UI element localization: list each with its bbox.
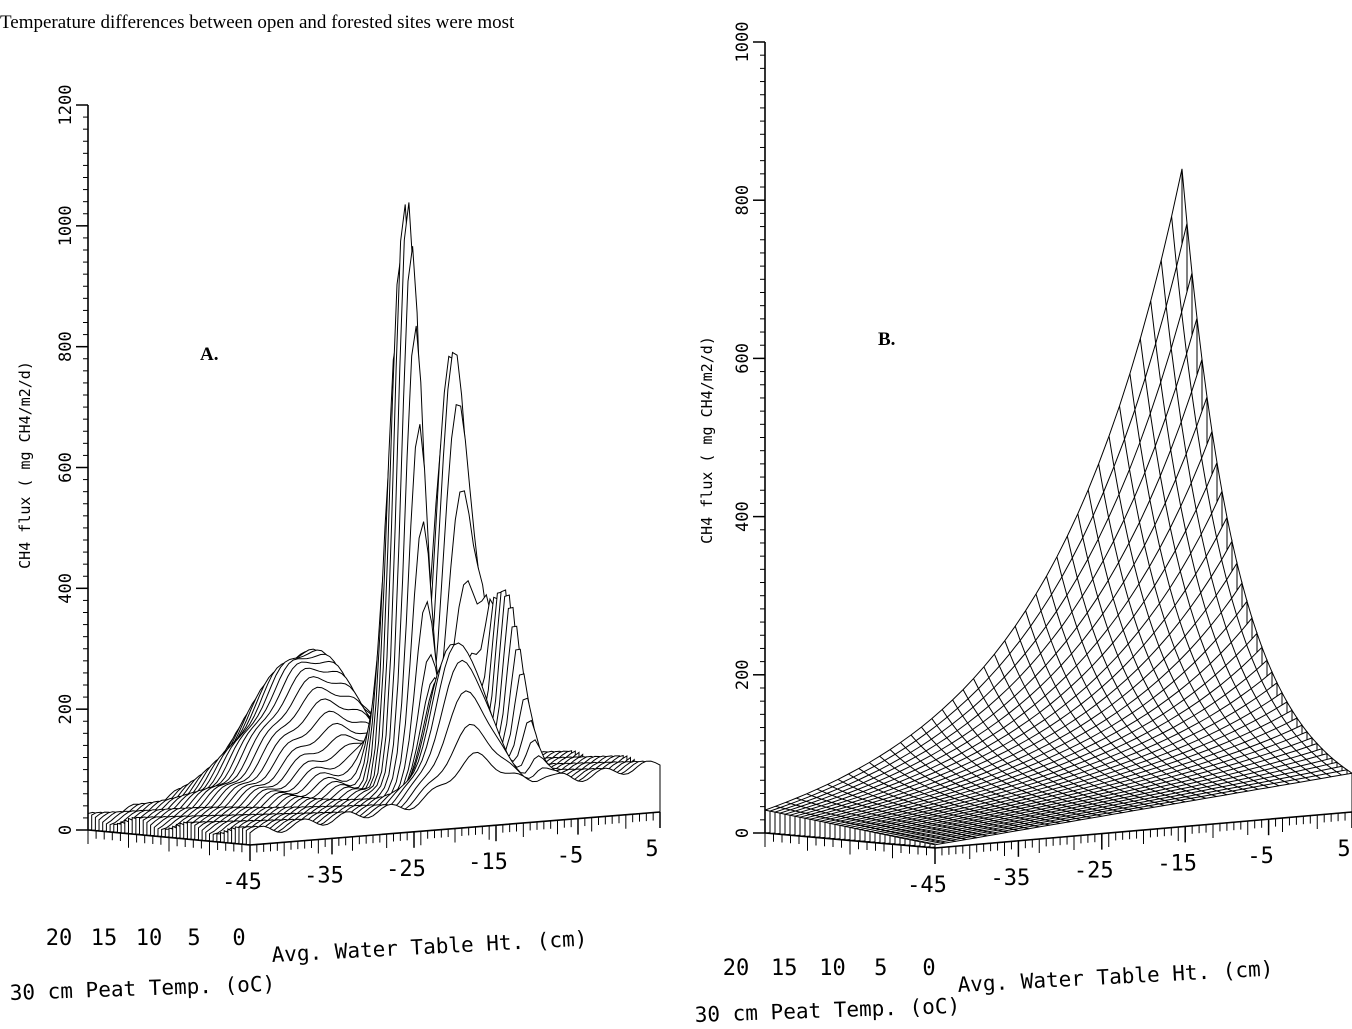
surface-row xyxy=(249,751,661,846)
surface-column xyxy=(1098,463,1269,789)
z-axis-title: CH4 flux ( mg CH4/m2/d) xyxy=(16,361,34,569)
z-tick-label: 1200 xyxy=(56,85,76,126)
surface-column xyxy=(952,699,1123,814)
z-tick-label: 600 xyxy=(733,343,753,374)
surface-column xyxy=(1160,260,1332,778)
surface-column xyxy=(931,718,1102,817)
surface-column xyxy=(1129,373,1301,783)
surface-column xyxy=(900,742,1071,823)
surface-row xyxy=(934,772,1352,849)
water-tick-label: -25 xyxy=(1074,859,1114,884)
surface-row xyxy=(899,742,1318,846)
surface xyxy=(764,168,1352,849)
surface-column xyxy=(1181,168,1352,774)
temp-tick-label: 20 xyxy=(46,926,73,951)
surface-column xyxy=(1035,593,1207,799)
surface-row xyxy=(904,748,1323,846)
temp-axis-title: 30 cm Peat Temp. (oC) xyxy=(694,994,960,1027)
z-tick-label: 0 xyxy=(733,828,753,838)
z-tick-label: 0 xyxy=(56,825,76,835)
surface-column xyxy=(1066,535,1238,794)
surface-column xyxy=(1014,626,1186,803)
water-axis-title: Avg. Water Table Ht. (cm) xyxy=(957,956,1274,997)
panel-label: A. xyxy=(200,344,218,365)
water-tick-label: -35 xyxy=(991,866,1031,891)
surface-column xyxy=(827,783,998,835)
surface-column xyxy=(1025,610,1196,801)
z-tick-label: 1000 xyxy=(56,205,76,246)
temp-tick-label: 10 xyxy=(136,926,163,951)
z-axis-title: CH4 flux ( mg CH4/m2/d) xyxy=(698,336,716,544)
temp-tick-label: 5 xyxy=(187,926,200,951)
z-tick-label: 200 xyxy=(733,659,753,690)
surface-column xyxy=(785,801,957,842)
z-tick-label: 400 xyxy=(56,573,76,604)
temp-tick-label: 15 xyxy=(91,926,118,951)
surface xyxy=(87,202,661,846)
temp-tick-label: 0 xyxy=(922,956,935,981)
surface-column xyxy=(1056,556,1228,796)
surface-column xyxy=(1108,436,1280,787)
z-tick-label: 1000 xyxy=(733,22,753,63)
surface-column xyxy=(1171,216,1342,776)
z-tick-label: 200 xyxy=(56,694,76,725)
surface-column xyxy=(806,793,977,839)
surface-column xyxy=(962,689,1134,812)
surface-column xyxy=(837,778,1009,833)
water-tick-label: -35 xyxy=(304,863,344,888)
surface-column xyxy=(889,749,1061,824)
surface-column xyxy=(1046,575,1217,797)
surface-column xyxy=(910,734,1082,821)
temp-tick-label: 15 xyxy=(771,956,798,981)
water-tick-label: -45 xyxy=(907,873,947,898)
water-tick-label: -15 xyxy=(468,850,508,875)
panel-label: B. xyxy=(878,329,895,350)
temp-tick-label: 5 xyxy=(874,956,887,981)
surface-column xyxy=(1077,513,1248,792)
temp-tick-label: 20 xyxy=(723,956,750,981)
surface-column xyxy=(1087,489,1259,790)
temp-tick-label: 0 xyxy=(232,926,245,951)
surface-column xyxy=(973,678,1144,810)
z-tick-label: 600 xyxy=(56,452,76,483)
surface-column xyxy=(1139,338,1311,781)
surface-column xyxy=(858,767,1029,830)
surface-column xyxy=(1119,405,1290,785)
surface-column xyxy=(764,809,936,846)
water-tick-label: -5 xyxy=(1247,844,1274,869)
surface-column xyxy=(868,762,1040,828)
water-axis-title: Avg. Water Table Ht. (cm) xyxy=(271,926,588,967)
temp-tick-label: 10 xyxy=(819,956,846,981)
water-tick-label: -15 xyxy=(1157,851,1197,876)
surface-column xyxy=(848,773,1019,831)
surface-column xyxy=(879,755,1050,826)
surface-column xyxy=(775,805,946,844)
z-tick-label: 400 xyxy=(733,501,753,532)
z-tick-label: 800 xyxy=(733,185,753,216)
surface-column xyxy=(1150,300,1321,780)
surface-row xyxy=(894,737,1313,846)
surface-column xyxy=(983,666,1155,808)
surface-column xyxy=(921,726,1092,819)
z-tick-label: 800 xyxy=(56,331,76,362)
surface-column xyxy=(816,788,988,837)
water-tick-label: 5 xyxy=(645,837,658,862)
surface-column xyxy=(796,797,967,840)
water-tick-label: 5 xyxy=(1337,837,1350,862)
header-text: Temperature differences between open and… xyxy=(0,12,515,33)
temp-axis-title: 30 cm Peat Temp. (oC) xyxy=(9,972,275,1005)
water-tick-label: -45 xyxy=(222,870,262,895)
water-tick-label: -25 xyxy=(386,857,426,882)
surface-column xyxy=(1004,640,1175,805)
surface-column xyxy=(993,654,1165,806)
surface-column xyxy=(941,709,1113,815)
water-tick-label: -5 xyxy=(557,844,584,869)
